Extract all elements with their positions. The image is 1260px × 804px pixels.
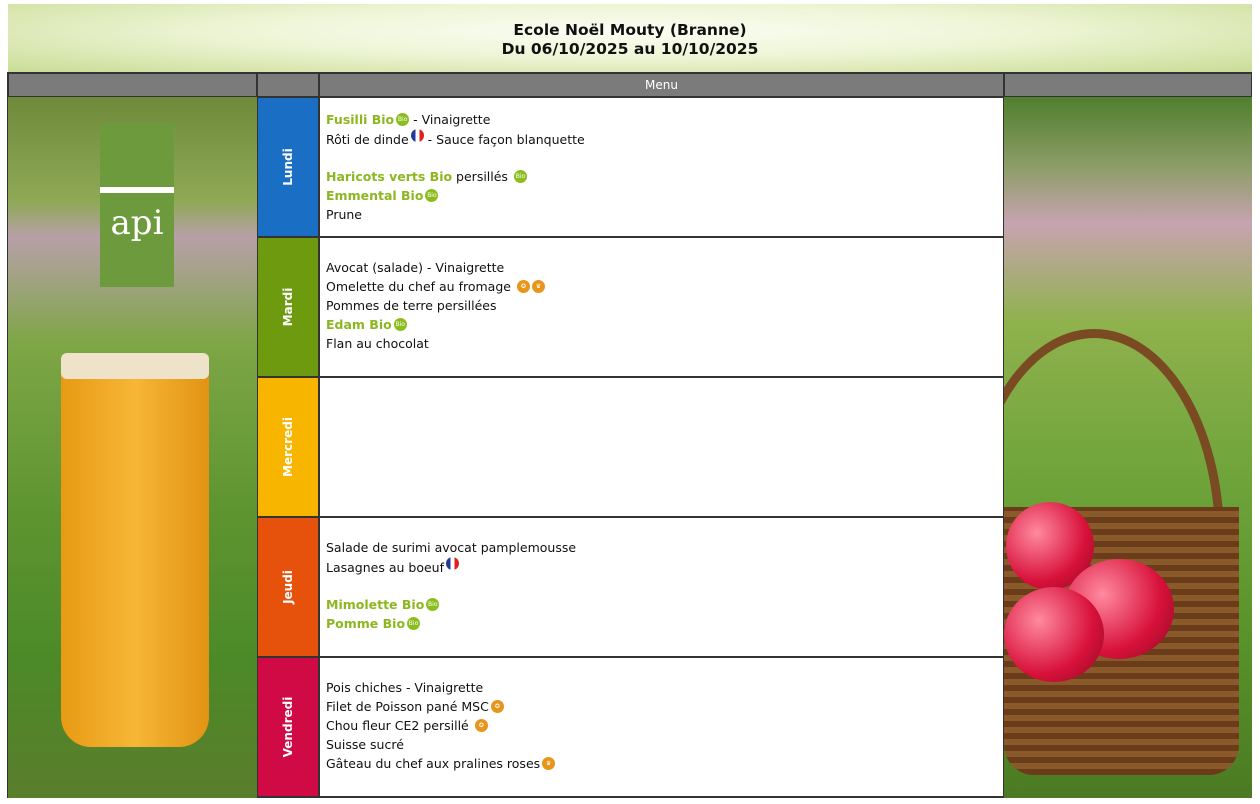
boot-top	[61, 353, 209, 379]
day-name: Lundi	[281, 148, 295, 186]
bio-dish-name: Edam Bio	[326, 317, 392, 332]
france-flag-icon	[410, 129, 424, 142]
menu-item: Filet de Poisson pané MSC ✪	[326, 697, 1003, 716]
dish-text: Rôti de dinde	[326, 132, 409, 147]
day-name: Jeudi	[281, 570, 295, 604]
menu-item: Avocat (salade) - Vinaigrette	[326, 258, 1003, 277]
header-cell-menu: Menu	[319, 73, 1004, 97]
quality-label-icon: ✪	[490, 700, 504, 713]
bio-icon: Bio	[426, 598, 440, 611]
menu-item: Prune	[326, 205, 1003, 224]
bio-dish-name: Haricots verts Bio	[326, 169, 453, 184]
dish-text: Filet de Poisson pané MSC	[326, 699, 489, 714]
rubber-boot-image: api	[8, 97, 257, 798]
france-flag-icon	[445, 557, 459, 570]
day-label-jeudi: Jeudi	[257, 517, 319, 657]
bio-icon: Bio	[425, 189, 439, 202]
bio-icon: Bio	[393, 318, 407, 331]
bio-dish-name: Pomme Bio	[326, 616, 406, 631]
dish-text: persillés	[452, 169, 512, 184]
boot-shape	[61, 357, 209, 747]
api-logo: api	[100, 123, 174, 287]
quality-label-icon: ✪	[516, 280, 530, 293]
dish-text: Salade de surimi avocat pamplemousse	[326, 540, 577, 555]
bio-dish-name: Fusilli Bio	[326, 112, 395, 127]
menu-cell-vendredi: Pois chiches - Vinaigrette Filet de Poiss…	[319, 657, 1004, 797]
blank-line	[326, 530, 1003, 538]
menu-item: Pomme Bio Bio	[326, 614, 1003, 633]
dish-text: Omelette du chef au fromage	[326, 279, 515, 294]
menu-item: Suisse sucré	[326, 735, 1003, 754]
header-cell-right	[1004, 73, 1252, 97]
menu-table: Menu api Lundi Fusilli Bio Bio - Vinaigret…	[7, 72, 1252, 798]
header-cell-day	[257, 73, 319, 97]
day-label-vendredi: Vendredi	[257, 657, 319, 797]
menu-item: Gâteau du chef aux pralines roses ♛	[326, 754, 1003, 773]
chef-hat-icon: ♛	[531, 280, 545, 293]
menu-cell-mercredi	[319, 377, 1004, 517]
blank-line	[326, 670, 1003, 678]
day-name: Vendredi	[281, 696, 295, 758]
bio-icon: Bio	[396, 113, 410, 126]
apple-basket-image	[964, 97, 1252, 798]
dish-text: Chou fleur CE2 persillé	[326, 718, 473, 733]
dish-text: - Sauce façon blanquette	[423, 132, 585, 147]
menu-cell-mardi: Avocat (salade) - Vinaigrette Omelette du…	[319, 237, 1004, 377]
dish-text: Flan au chocolat	[326, 336, 429, 351]
blank-line	[326, 576, 1003, 595]
day-name: Mardi	[281, 287, 295, 327]
menu-cell-jeudi: Salade de surimi avocat pamplemousse Lasa…	[319, 517, 1004, 657]
week-dates: Du 06/10/2025 au 10/10/2025	[501, 40, 759, 58]
menu-item: Fusilli Bio Bio - Vinaigrette	[326, 110, 1003, 129]
dish-text: Prune	[326, 207, 362, 222]
menu-cell-lundi: Fusilli Bio Bio - Vinaigrette Rôti de dind…	[319, 97, 1004, 237]
menu-item: Lasagnes au boeuf	[326, 557, 1003, 576]
bio-dish-name: Mimolette Bio	[326, 597, 425, 612]
menu-item: Haricots verts Bio persillés Bio	[326, 167, 1003, 186]
dish-text: - Vinaigrette	[409, 112, 491, 127]
dish-text: Pois chiches - Vinaigrette	[326, 680, 484, 695]
dish-text: Lasagnes au boeuf	[326, 560, 444, 575]
school-name: Ecole Noël Mouty (Branne)	[513, 21, 747, 39]
bio-icon: Bio	[407, 617, 421, 630]
dish-text: Avocat (salade) - Vinaigrette	[326, 260, 505, 275]
blank-line	[326, 250, 1003, 258]
apple	[1004, 587, 1104, 682]
dish-text: Suisse sucré	[326, 737, 404, 752]
blank-line	[326, 148, 1003, 167]
chef-hat-icon: ♛	[542, 757, 556, 770]
menu-item: Flan au chocolat	[326, 334, 1003, 353]
menu-item: Chou fleur CE2 persillé ✪	[326, 716, 1003, 735]
dish-text: Gâteau du chef aux pralines roses	[326, 756, 541, 771]
header-cell-left	[8, 73, 257, 97]
menu-item: Omelette du chef au fromage ✪ ♛	[326, 277, 1003, 296]
day-name: Mercredi	[281, 417, 295, 477]
menu-item: Rôti de dinde - Sauce façon blanquette	[326, 129, 1003, 148]
menu-item: Salade de surimi avocat pamplemousse	[326, 538, 1003, 557]
bio-dish-name: Emmental Bio	[326, 188, 424, 203]
logo-text: api	[110, 203, 164, 243]
day-label-lundi: Lundi	[257, 97, 319, 237]
menu-item: Emmental Bio Bio	[326, 186, 1003, 205]
menu-item: Pommes de terre persillées	[326, 296, 1003, 315]
menu-header: Ecole Noël Mouty (Branne) Du 06/10/2025 …	[8, 4, 1252, 72]
day-label-mardi: Mardi	[257, 237, 319, 377]
menu-item: Edam Bio Bio	[326, 315, 1003, 334]
quality-label-icon: ✪	[474, 719, 488, 732]
dish-text: Pommes de terre persillées	[326, 298, 497, 313]
menu-item: Pois chiches - Vinaigrette	[326, 678, 1003, 697]
day-label-mercredi: Mercredi	[257, 377, 319, 517]
bio-icon: Bio	[513, 170, 527, 183]
menu-item: Mimolette Bio Bio	[326, 595, 1003, 614]
